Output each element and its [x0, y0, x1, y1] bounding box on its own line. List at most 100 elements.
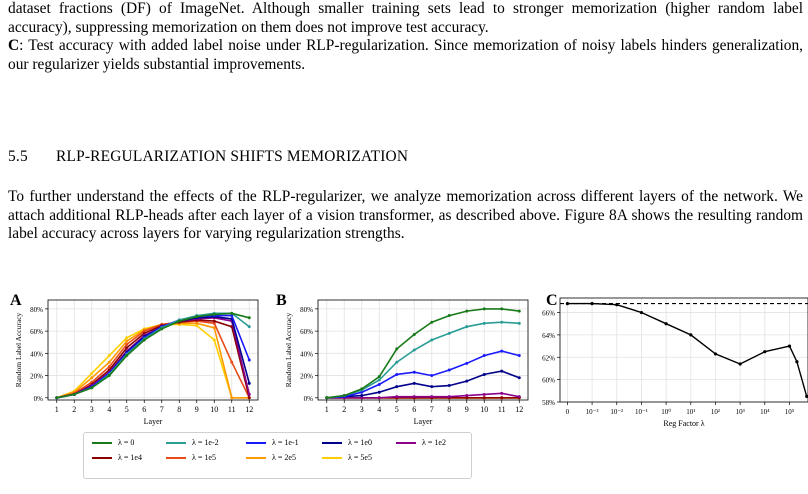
chart-a-data-point [247, 396, 251, 400]
chart-c-ytick-label: 58% [542, 399, 555, 407]
chart-c-data-point [795, 360, 799, 364]
chart-b-data-point [377, 396, 381, 400]
chart-b-data-point [447, 395, 451, 399]
chart-a-data-point [247, 325, 251, 329]
chart-b-data-point [465, 396, 469, 400]
chart-c-ytick-label: 60% [542, 377, 555, 385]
chart-a-data-point [90, 371, 94, 375]
chart-a-series-line [56, 319, 251, 399]
legend-label: λ = 1e0 [348, 438, 372, 447]
chart-c-data-point [615, 303, 619, 307]
chart-a-ytick-label: 40% [30, 350, 43, 358]
legend-item: λ = 1e4 [92, 453, 142, 462]
chart-a-xtick-label: 10 [210, 405, 218, 414]
chart-b-series-line [326, 321, 520, 399]
chart-c-xtick-label: 10² [711, 408, 720, 416]
chart-a-data-point [107, 360, 111, 364]
chart-a-xtick-label: 1 [55, 405, 59, 414]
chart-a-xtick-label: 12 [245, 405, 253, 414]
chart-a-xtick-label: 8 [177, 405, 181, 414]
chart-a-data-point [212, 319, 216, 323]
chart-c-xtick-label: 10⁰ [661, 408, 671, 416]
chart-b-data-point [465, 361, 469, 365]
chart-b-series-line [326, 308, 520, 399]
chart-a-series-line [56, 314, 251, 399]
chart-c-data-point [787, 344, 792, 348]
chart-c-data-point [565, 301, 570, 306]
chart-a-data-point [90, 376, 94, 380]
legend-label: λ = 0 [118, 438, 135, 447]
chart-c-series-line [567, 302, 808, 397]
chart-c-data-point [590, 301, 594, 306]
legend-label: λ = 5e5 [348, 453, 372, 462]
chart-b: 1 2 3 4 5 6 7 8 9 10 11 120%20%40%60%80%LayerRandom… [284, 299, 529, 426]
chart-b-data-point [360, 390, 364, 394]
chart-c-ytick-label: 66% [542, 310, 555, 318]
chart-b-data-point [465, 325, 469, 329]
chart-a-data-point [247, 392, 251, 396]
chart-b-data-point [482, 354, 486, 358]
legend-item: λ = 1e5 [166, 453, 216, 462]
legend-label: λ = 1e4 [118, 453, 142, 462]
chart-b-data-point [465, 309, 469, 313]
chart-b-data-point [500, 391, 504, 395]
section-title: RLP-REGULARIZATION SHIFTS MEMORIZATION [56, 148, 409, 165]
chart-b-data-point [500, 307, 504, 311]
chart-a-data-point [125, 346, 129, 350]
chart-b-data-point [342, 394, 346, 398]
caption-line-3: : Test accuracy with added label noise u… [19, 37, 616, 55]
legend-swatch [166, 457, 186, 460]
chart-b-data-point [377, 390, 381, 394]
chart-b-data-point [395, 372, 399, 376]
chart-a-data-point [125, 354, 129, 358]
chart-c-xtick-label: 0 [566, 408, 570, 416]
chart-b-xtick-label: 6 [412, 405, 416, 414]
chart-b-data-point [447, 384, 451, 388]
legend-swatch [166, 442, 186, 445]
section-heading: 5.5 RLP-REGULARIZATION SHIFTS MEMORIZATIO… [8, 148, 408, 166]
chart-c-xtick-label: 10⁵ [785, 408, 795, 416]
chart-b-data-point [377, 378, 381, 382]
chart-b-series-line [326, 370, 520, 399]
chart-a-data-point [125, 336, 129, 340]
panel-label-a: A [10, 292, 22, 309]
chart-b-data-point [377, 375, 381, 379]
chart-b-xtick-label: 4 [377, 405, 381, 414]
chart-b-frame [317, 299, 529, 401]
chart-c-ytick-label: 62% [542, 354, 555, 362]
chart-c: 0 10⁻³ 10⁻² 10⁻¹ 10⁰ 10¹ 10² 10³ 10⁴ 10⁵ 58% 60% 62%… [542, 297, 808, 428]
chart-a-data-point [55, 396, 59, 400]
chart-a-data-point [160, 327, 164, 331]
chart-b-data-point [517, 321, 521, 325]
chart-c-data-point [738, 362, 742, 366]
chart-a-data-point [212, 338, 216, 342]
chart-c-xtick-label: 10⁻¹ [635, 408, 648, 416]
chart-a-series-line [56, 312, 250, 399]
chart-b-xtick-label: 11 [498, 405, 506, 414]
legend-swatch [246, 442, 266, 445]
chart-b-data-point [412, 348, 416, 352]
caption-line-1: dataset fractions (DF) of ImageNet. Alth… [8, 0, 658, 17]
chart-a-xtick-label: 4 [107, 405, 111, 414]
caption-paragraph: dataset fractions (DF) of ImageNet. Alth… [8, 0, 803, 74]
chart-a-ytick-label: 60% [30, 328, 43, 336]
chart-b-data-point [482, 307, 486, 311]
chart-c-ytick-label: 64% [542, 332, 555, 340]
chart-b-data-point [395, 395, 399, 399]
chart-b-data-point [412, 370, 416, 374]
chart-c-xtick-label: 10⁻² [610, 408, 623, 416]
chart-b-xtick-label: 10 [480, 405, 488, 414]
chart-a-xtick-label: 3 [90, 405, 94, 414]
chart-a-data-point [142, 329, 146, 333]
chart-c-data-point [689, 333, 693, 337]
chart-b-data-point [395, 347, 399, 351]
chart-b-data-point [517, 395, 521, 399]
chart-b-data-point [482, 396, 486, 400]
chart-b-data-point [517, 354, 521, 358]
chart-b-data-point [500, 369, 504, 373]
chart-a-data-point [195, 321, 199, 325]
chart-a-series-line [56, 320, 251, 399]
body-paragraph: To further understand the effects of the… [8, 188, 803, 243]
chart-c-xtick-label: 10⁻³ [586, 408, 599, 416]
chart-a-data-point [212, 326, 216, 330]
